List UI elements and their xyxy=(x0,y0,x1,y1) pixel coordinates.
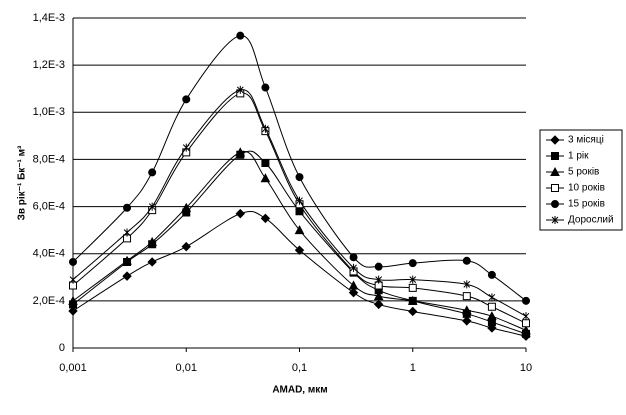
legend-box xyxy=(539,129,623,231)
marker xyxy=(522,312,530,321)
marker xyxy=(181,202,192,212)
y-tick-label: 0 xyxy=(59,342,65,354)
marker xyxy=(461,305,472,315)
marker xyxy=(147,236,157,246)
y-tick-label: 2,0E-4 xyxy=(33,295,65,307)
marker xyxy=(122,255,132,265)
legend-label: 1 рік xyxy=(568,151,589,162)
marker xyxy=(550,135,560,145)
legend-label: 15 років xyxy=(568,199,605,210)
marker xyxy=(349,253,358,262)
marker xyxy=(408,259,417,268)
x-tick-label: 0,1 xyxy=(292,362,307,374)
marker xyxy=(551,184,559,192)
marker xyxy=(182,143,190,152)
marker xyxy=(260,173,271,183)
marker xyxy=(350,263,357,272)
marker xyxy=(550,166,560,176)
marker xyxy=(409,275,417,284)
legend-label: 5 років xyxy=(568,167,599,178)
marker xyxy=(236,85,244,94)
marker xyxy=(462,316,472,326)
marker xyxy=(235,147,246,157)
marker xyxy=(69,281,77,290)
marker xyxy=(521,325,531,335)
marker xyxy=(551,152,559,160)
marker xyxy=(147,257,157,267)
marker xyxy=(123,203,132,212)
marker xyxy=(487,311,497,321)
marker xyxy=(462,292,471,301)
marker xyxy=(69,275,77,284)
marker xyxy=(181,241,191,252)
marker xyxy=(261,83,270,92)
marker xyxy=(68,306,78,316)
marker xyxy=(294,245,305,255)
marker xyxy=(488,293,496,302)
x-tick-label: 0,01 xyxy=(176,362,197,374)
marker xyxy=(521,296,531,305)
marker xyxy=(148,202,156,211)
legend-label: 3 місяці xyxy=(568,135,604,146)
marker xyxy=(348,280,359,290)
marker xyxy=(550,200,560,208)
marker xyxy=(408,283,417,292)
marker xyxy=(122,271,132,281)
marker xyxy=(375,275,383,284)
marker xyxy=(262,124,269,133)
marker xyxy=(68,295,78,305)
y-tick-label: 1,0E-3 xyxy=(33,106,65,118)
marker xyxy=(261,158,270,167)
marker xyxy=(487,302,496,311)
y-tick-label: 6,0E-4 xyxy=(33,200,65,212)
marker xyxy=(68,257,78,266)
marker xyxy=(407,295,418,305)
marker xyxy=(260,213,271,224)
marker xyxy=(551,216,559,224)
marker xyxy=(374,281,383,290)
marker xyxy=(373,299,384,310)
y-tick-label: 8,0E-4 xyxy=(33,153,65,165)
marker xyxy=(348,287,359,298)
marker xyxy=(463,280,471,289)
y-tick-label: 1,2E-3 xyxy=(33,59,65,71)
legend-label: Дорослий xyxy=(568,215,614,226)
marker xyxy=(522,319,530,328)
marker xyxy=(123,228,131,237)
marker xyxy=(462,256,471,265)
x-tick-label: 1 xyxy=(410,362,416,374)
marker xyxy=(148,168,157,177)
y-axis-label: Зв рік⁻¹ Бк⁻¹ м³ xyxy=(17,145,28,220)
legend-label: 10 років xyxy=(568,183,605,194)
y-tick-label: 4,0E-4 xyxy=(33,248,65,260)
marker xyxy=(294,225,305,235)
marker xyxy=(182,95,191,104)
legend: 3 місяці 1 рік 5 років 10 років 15 років Доро… xyxy=(539,129,623,231)
y-tick-label: 1,4E-3 xyxy=(33,12,65,24)
marker xyxy=(296,196,303,205)
marker xyxy=(487,270,496,279)
marker xyxy=(374,262,383,271)
marker xyxy=(408,306,418,317)
x-axis-label: AMAD, мкм xyxy=(272,385,327,396)
marker xyxy=(235,208,245,219)
marker xyxy=(236,31,245,40)
marker xyxy=(123,234,132,243)
marker xyxy=(373,291,384,301)
x-tick-label: 0,001 xyxy=(59,362,87,374)
x-tick-label: 10 xyxy=(520,362,532,374)
marker xyxy=(295,173,304,182)
